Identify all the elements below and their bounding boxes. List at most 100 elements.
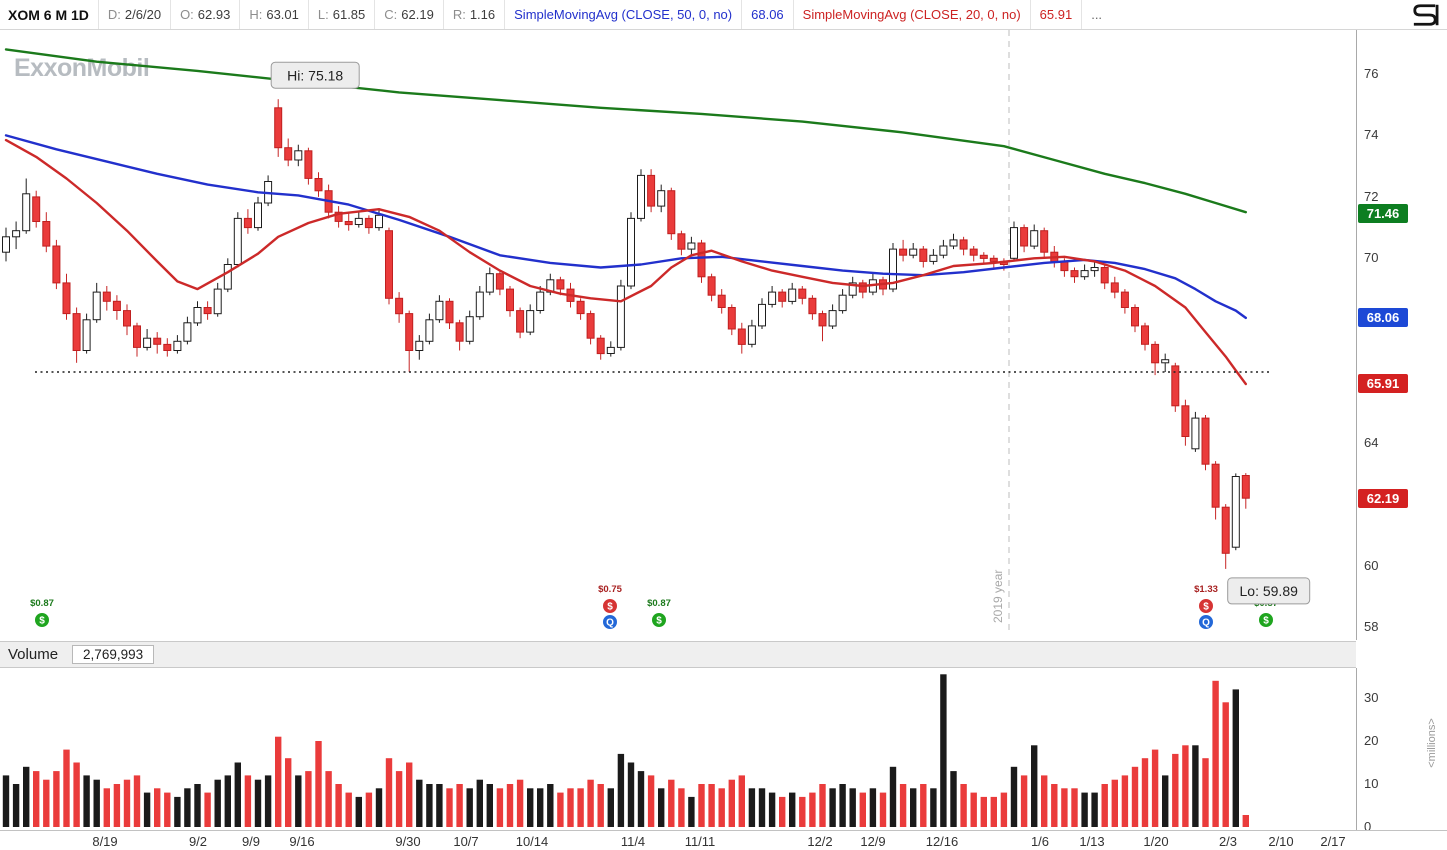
volume-bar [275, 736, 282, 827]
candle [1020, 227, 1029, 247]
candle [798, 288, 807, 299]
volume-bar [295, 775, 302, 827]
candle [1201, 417, 1210, 465]
volume-bar [103, 788, 110, 827]
candle [203, 307, 212, 315]
candle [1040, 230, 1049, 253]
candle [1231, 476, 1240, 548]
volume-pane-header: Volume 2,769,993 [0, 641, 1356, 668]
candles [2, 99, 1250, 569]
candle [334, 211, 343, 222]
volume-bar [254, 779, 262, 827]
candle [1120, 291, 1129, 309]
volume-bar [315, 741, 322, 827]
volume-bar [325, 771, 332, 827]
candle [808, 297, 817, 315]
price-tick-label: 64 [1364, 434, 1379, 450]
candle [274, 107, 283, 149]
candle [213, 288, 222, 315]
candle [727, 307, 736, 330]
volume-bar [456, 784, 463, 827]
candle [929, 254, 938, 262]
announce-icon [602, 598, 618, 614]
volume-bar [597, 784, 604, 827]
volume-bar [1202, 758, 1209, 827]
volume-bar [627, 762, 635, 827]
volume-bar [970, 792, 977, 827]
candle [425, 319, 434, 342]
date-label: 9/9 [241, 834, 261, 849]
volume-bar [1101, 784, 1108, 827]
candle [243, 217, 252, 229]
svg-text:2019 year: 2019 year [991, 570, 1005, 623]
volume-tick-label: 30 [1364, 690, 1379, 705]
candle [647, 174, 656, 207]
candle [485, 273, 494, 293]
candle [768, 291, 777, 305]
volume-bar [143, 792, 151, 827]
candle [143, 337, 152, 348]
field-value: 62.93 [197, 7, 231, 22]
volume-bar [1051, 784, 1058, 827]
event-marker[interactable]: $0.87 $ [647, 598, 671, 628]
event-marker[interactable]: $0.75 $ Q [598, 584, 623, 630]
candle [818, 313, 827, 327]
volume-bar [849, 788, 856, 827]
volume-bar [960, 784, 967, 827]
candle [173, 340, 182, 351]
indicator-name-1[interactable]: SimpleMovingAvg (CLOSE, 20, 0, no) [794, 0, 1031, 29]
header-field-L: L: 61.85 [309, 0, 376, 29]
volume-bar [1131, 766, 1139, 827]
date-label: 11/4 [620, 834, 646, 849]
earnings-icon [1198, 614, 1214, 630]
date-label: 12/9 [860, 834, 886, 849]
event-marker[interactable]: $0.87 $ [30, 598, 54, 628]
volume-bar [869, 788, 877, 827]
volume-bar [385, 758, 393, 827]
candle [385, 230, 393, 299]
candle [637, 174, 645, 219]
candle [717, 294, 726, 309]
date-label: 1/20 [1143, 834, 1169, 849]
candle [193, 307, 202, 324]
dividend-icon [1258, 612, 1274, 628]
date-label: 9/16 [289, 834, 315, 849]
volume-bar [184, 788, 191, 827]
volume-bar [1151, 749, 1159, 827]
event-marker[interactable]: $1.33 $ Q [1194, 584, 1218, 630]
price-tick-label: 58 [1364, 618, 1379, 634]
indicator-name-0[interactable]: SimpleMovingAvg (CLOSE, 50, 0, no) [505, 0, 743, 29]
price-chart-canvas[interactable]: 2019 year $0.87 $ $0.75 $ Q $0.87 $ $1.33 $ Q $0.87… [0, 30, 1356, 640]
volume-bar [214, 779, 221, 827]
header-more-button[interactable]: ... [1091, 7, 1103, 22]
volume-bar [345, 792, 352, 827]
candle [596, 337, 605, 355]
volume-bar [365, 792, 373, 827]
price-tick-label: 60 [1364, 557, 1379, 573]
symbol-timeframe[interactable]: XOM 6 M 1D [0, 0, 99, 29]
volume-bar [748, 788, 756, 827]
candle [989, 257, 998, 262]
sma-50-line [4, 134, 1247, 320]
app-logo-icon[interactable] [1408, 2, 1442, 28]
volume-bar [23, 766, 30, 827]
candle [475, 291, 484, 318]
volume-chart-canvas[interactable] [0, 668, 1356, 830]
time-axis[interactable]: 8/19 9/2 9/9 9/16 9/30 10/7 10/14 11/4 11/11 12/2… [0, 830, 1447, 850]
candle [2, 236, 10, 253]
volume-bar [537, 788, 544, 827]
candle [354, 217, 363, 225]
candle [42, 221, 51, 247]
volume-bar [859, 792, 866, 827]
volume-bar [446, 788, 453, 827]
candle [82, 319, 91, 351]
candle [536, 291, 545, 312]
candle [959, 239, 968, 250]
candle [576, 300, 585, 315]
candle [405, 313, 414, 352]
volume-bar [930, 788, 937, 827]
volume-bar [204, 792, 211, 827]
volume-bar [375, 788, 383, 827]
volume-bar [1081, 792, 1088, 827]
